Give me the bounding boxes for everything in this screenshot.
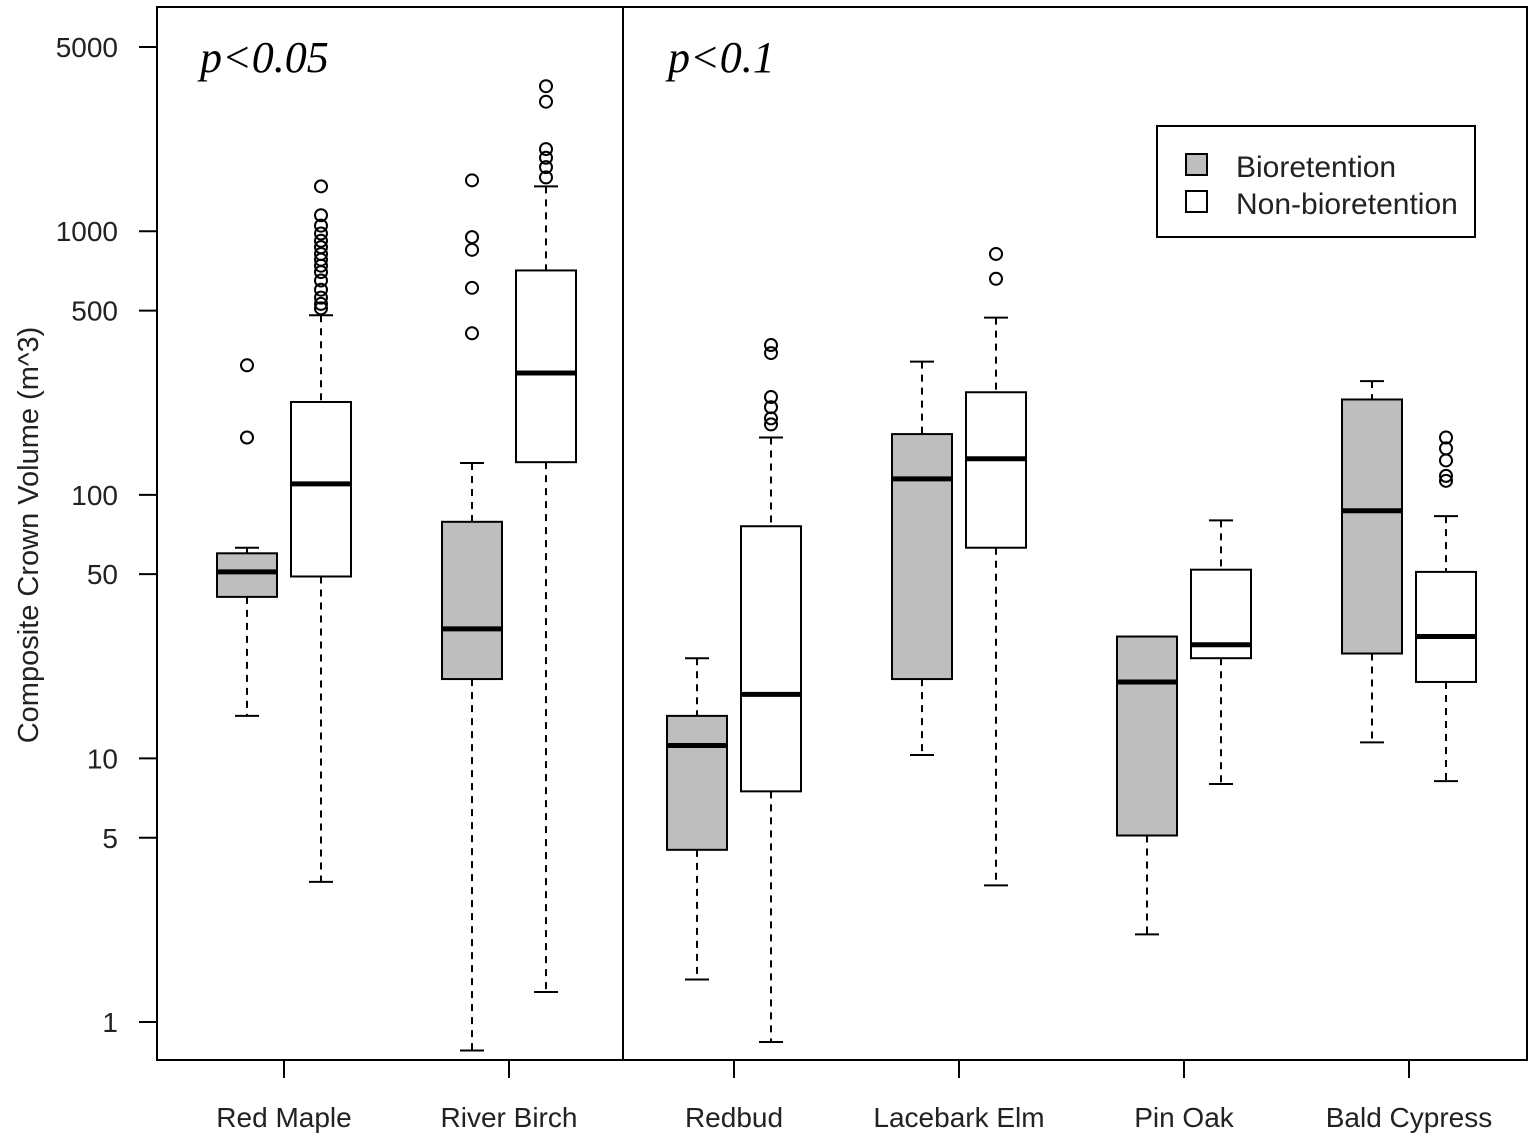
outlier-point xyxy=(314,282,328,297)
outlier-point xyxy=(764,338,778,353)
outlier-point xyxy=(1439,453,1453,468)
outlier-point xyxy=(314,233,328,248)
legend-label-non-bioretention: Non-bioretention xyxy=(1236,188,1458,221)
iqr-box xyxy=(441,520,503,681)
y-axis-title: Composite Crown Volume (m^3) xyxy=(13,327,45,744)
x-tick-label: Pin Oak xyxy=(1134,1102,1235,1133)
x-tick-label: Redbud xyxy=(685,1102,783,1133)
y-tick-label: 5 xyxy=(102,823,118,854)
outlier-point xyxy=(465,230,479,245)
legend-label-bioretention: Bioretention xyxy=(1236,151,1396,184)
box-bioretention xyxy=(216,358,278,717)
x-tick-label: River Birch xyxy=(441,1102,578,1133)
outlier-point xyxy=(314,265,328,280)
outlier-point xyxy=(240,430,254,445)
outlier-point xyxy=(1439,430,1453,445)
significance-label-right: p<0.1 xyxy=(665,33,775,82)
y-tick-label: 5000 xyxy=(56,32,118,63)
outlier-point xyxy=(465,173,479,188)
iqr-box xyxy=(1415,570,1477,683)
outlier-point xyxy=(465,242,479,257)
outlier-point xyxy=(1439,473,1453,488)
outlier-point xyxy=(1439,468,1453,483)
box-non-bioretention xyxy=(740,338,802,1043)
box-bioretention xyxy=(1341,380,1403,744)
iqr-box xyxy=(216,552,278,598)
outlier-point xyxy=(314,301,328,316)
outlier-point xyxy=(465,326,479,341)
outlier-point xyxy=(764,390,778,405)
outlier-point xyxy=(764,346,778,361)
box-non-bioretention xyxy=(1190,519,1252,785)
outlier-point xyxy=(314,218,328,233)
box-non-bioretention xyxy=(290,179,352,883)
iqr-box xyxy=(666,714,728,851)
iqr-box xyxy=(515,269,577,464)
legend: Bioretention Non-bioretention xyxy=(1156,125,1476,238)
iqr-box xyxy=(965,391,1027,549)
iqr-box xyxy=(290,400,352,578)
box-non-bioretention xyxy=(965,246,1027,887)
outlier-point xyxy=(539,170,553,185)
box-bioretention xyxy=(1116,635,1178,936)
x-tick-label: Bald Cypress xyxy=(1326,1102,1493,1133)
x-axis-ticks: Red Maple River Birch Redbud Lacebark Elm Pi… xyxy=(216,1060,1492,1133)
outlier-point xyxy=(314,208,328,223)
outlier-point xyxy=(539,142,553,157)
box-series xyxy=(216,79,1477,1052)
y-tick-label: 50 xyxy=(87,559,118,590)
outlier-point xyxy=(539,94,553,109)
iqr-box xyxy=(1341,398,1403,655)
x-tick-label: Red Maple xyxy=(216,1102,351,1133)
iqr-box xyxy=(891,433,953,681)
outlier-point xyxy=(240,358,254,373)
legend-swatch-non-bioretention xyxy=(1185,190,1208,213)
outlier-point xyxy=(465,280,479,295)
box-non-bioretention xyxy=(1415,430,1477,783)
outlier-point xyxy=(314,290,328,305)
outlier-point xyxy=(314,179,328,194)
box-non-bioretention xyxy=(515,79,577,993)
y-axis-ticks: 1 5 10 50 100 500 1000 5000 xyxy=(56,32,157,1038)
y-tick-label: 100 xyxy=(71,480,118,511)
outlier-point xyxy=(314,273,328,288)
box-bioretention xyxy=(441,173,503,1052)
iqr-box xyxy=(1116,635,1178,837)
box-bioretention xyxy=(666,657,728,981)
y-tick-label: 1 xyxy=(102,1007,118,1038)
outlier-point xyxy=(539,160,553,175)
significance-label-left: p<0.05 xyxy=(197,33,329,82)
outlier-point xyxy=(314,258,328,273)
y-tick-label: 500 xyxy=(71,296,118,327)
outlier-point xyxy=(539,79,553,94)
y-tick-label: 1000 xyxy=(56,216,118,247)
x-tick-label: Lacebark Elm xyxy=(873,1102,1044,1133)
outlier-point xyxy=(314,226,328,241)
outlier-point xyxy=(539,150,553,165)
legend-swatch-bioretention xyxy=(1185,153,1208,176)
outlier-point xyxy=(764,411,778,426)
outlier-point xyxy=(989,246,1003,261)
outlier-point xyxy=(314,296,328,311)
legend-frame xyxy=(1156,125,1476,238)
box-bioretention xyxy=(891,360,953,757)
iqr-box xyxy=(740,525,802,793)
outlier-point xyxy=(989,271,1003,286)
y-tick-label: 10 xyxy=(87,743,118,774)
plot-frame xyxy=(156,6,1528,1061)
outlier-point xyxy=(764,417,778,432)
